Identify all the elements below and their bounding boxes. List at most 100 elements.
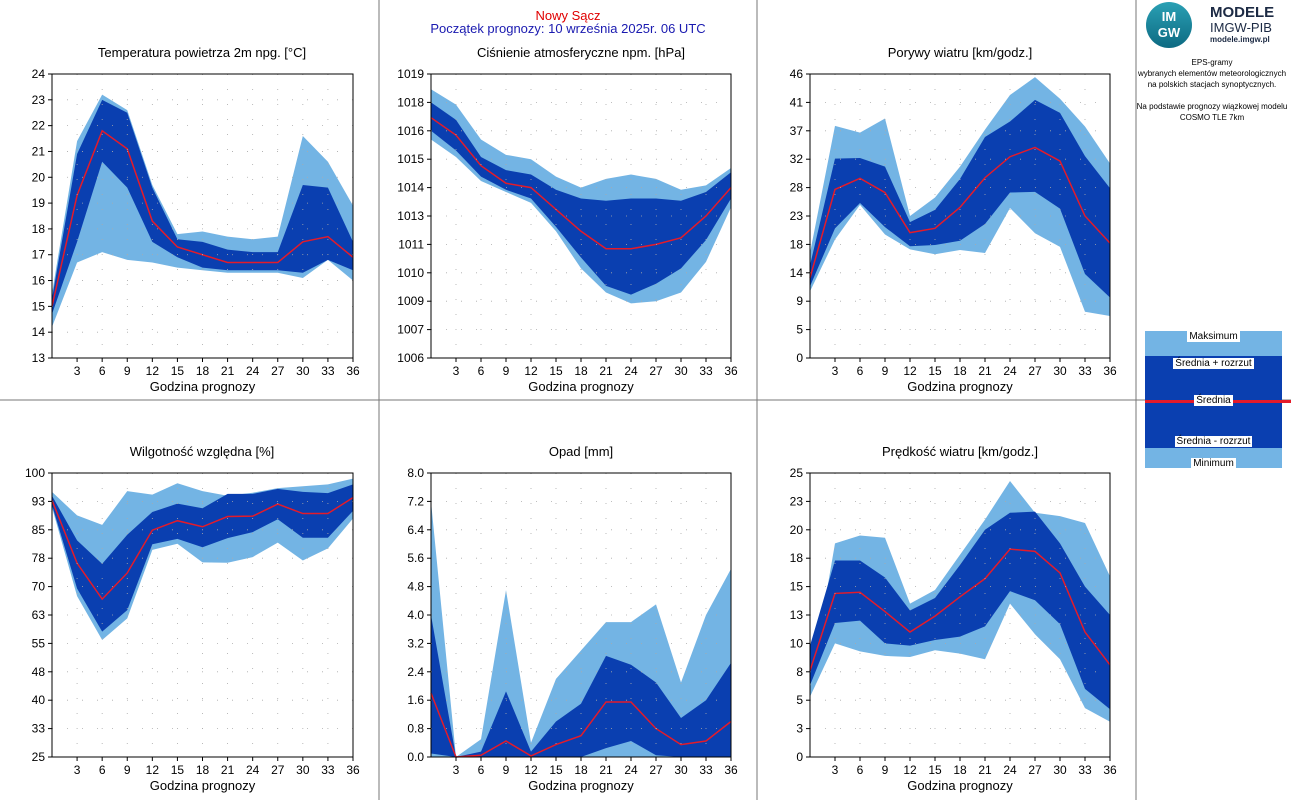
x-tick-label: 24 xyxy=(1003,763,1017,777)
y-tick-label: 3 xyxy=(796,722,803,736)
y-tick-label: 100 xyxy=(25,466,45,480)
legend-label-max: Maksimum xyxy=(1187,331,1240,342)
y-tick-label: 63 xyxy=(32,608,46,622)
y-tick-label: 1010 xyxy=(397,266,424,280)
logo-url[interactable]: modele.imgw.pl xyxy=(1210,35,1270,44)
band-spread xyxy=(810,99,1110,298)
x-tick-label: 24 xyxy=(246,763,260,777)
y-tick-label: 1015 xyxy=(397,152,424,166)
chart-panel: Wilgotność względna [%]25334048556370788… xyxy=(25,444,360,793)
x-tick-label: 33 xyxy=(699,364,713,378)
chart-title: Ciśnienie atmosferyczne npm. [hPa] xyxy=(477,45,685,60)
logo-mark-top: IM xyxy=(1161,9,1177,24)
x-tick-label: 6 xyxy=(478,364,485,378)
y-tick-label: 1013 xyxy=(397,209,424,223)
x-tick-label: 9 xyxy=(882,364,889,378)
x-tick-label: 12 xyxy=(903,763,917,777)
x-tick-label: 27 xyxy=(649,364,663,378)
imgw-logo[interactable]: IM GW MODELE IMGW-PIB modele.imgw.pl xyxy=(1146,2,1288,48)
mean-line xyxy=(809,548,1111,671)
x-tick-label: 9 xyxy=(503,364,510,378)
y-tick-label: 4.8 xyxy=(407,580,424,594)
y-tick-label: 17 xyxy=(32,248,46,262)
x-tick-label: 6 xyxy=(857,763,864,777)
mean-line xyxy=(809,146,1111,278)
x-tick-label: 27 xyxy=(271,364,285,378)
y-tick-label: 15 xyxy=(790,580,804,594)
x-tick-label: 12 xyxy=(524,763,538,777)
x-axis-label: Godzina prognozy xyxy=(150,379,256,394)
y-tick-label: 23 xyxy=(32,93,46,107)
y-tick-label: 1019 xyxy=(397,67,424,81)
y-tick-label: 32 xyxy=(790,152,804,166)
plot-frame xyxy=(51,73,354,359)
y-tick-label: 0 xyxy=(796,351,803,365)
y-tick-label: 24 xyxy=(32,67,46,81)
y-tick-label: 18 xyxy=(790,551,804,565)
y-tick-label: 3.2 xyxy=(407,636,424,650)
x-tick-label: 21 xyxy=(221,763,235,777)
x-tick-label: 27 xyxy=(271,763,285,777)
plot-frame xyxy=(809,472,1111,758)
plot-frame xyxy=(809,73,1111,359)
y-tick-label: 8 xyxy=(796,665,803,679)
x-tick-label: 6 xyxy=(99,364,106,378)
y-tick-label: 1014 xyxy=(397,181,424,195)
x-tick-label: 30 xyxy=(1053,763,1067,777)
band-spread xyxy=(431,102,731,295)
y-tick-label: 23 xyxy=(790,209,804,223)
y-tick-label: 1.6 xyxy=(407,693,424,707)
y-tick-label: 5 xyxy=(796,323,803,337)
x-tick-label: 3 xyxy=(453,763,460,777)
y-tick-label: 21 xyxy=(32,144,46,158)
chart-title: Opad [mm] xyxy=(549,444,613,459)
x-tick-label: 36 xyxy=(1103,364,1117,378)
legend-label-mean-minus: Średnia - rozrzut xyxy=(1174,436,1253,447)
x-tick-label: 15 xyxy=(928,364,942,378)
chart-panel: Prędkość wiatru [km/godz.] 0 3 5 8 10 13 15 18 20… xyxy=(790,444,1117,793)
plot-frame xyxy=(51,472,354,758)
x-tick-label: 6 xyxy=(478,763,485,777)
y-tick-label: 19 xyxy=(32,196,46,210)
y-tick-label: 4.0 xyxy=(407,608,424,622)
y-tick-label: 0.8 xyxy=(407,722,424,736)
x-tick-label: 18 xyxy=(953,364,967,378)
x-tick-label: 3 xyxy=(453,364,460,378)
x-tick-label: 30 xyxy=(296,364,310,378)
x-axis-label: Godzina prognozy xyxy=(150,778,256,793)
y-tick-label: 25 xyxy=(790,466,804,480)
y-tick-label: 2.4 xyxy=(407,665,424,679)
x-tick-label: 3 xyxy=(74,364,81,378)
x-tick-label: 27 xyxy=(1028,364,1042,378)
station-title: Nowy Sącz xyxy=(535,8,601,23)
y-tick-label: 18 xyxy=(790,237,804,251)
chart-panel: Opad [mm] 0.0 0.8 1.6 2.4 3.2 4.0 4.8 5.6 6.4 7.2 8… xyxy=(407,444,738,793)
x-tick-label: 36 xyxy=(724,364,738,378)
band-spread xyxy=(810,511,1110,710)
y-tick-label: 7.2 xyxy=(407,494,424,508)
x-tick-label: 15 xyxy=(171,763,185,777)
legend-label-mean-plus: Średnia + rozrzut xyxy=(1173,358,1254,369)
mean-line xyxy=(51,496,354,601)
y-tick-label: 13 xyxy=(790,608,804,622)
x-tick-label: 33 xyxy=(699,763,713,777)
x-tick-label: 9 xyxy=(503,763,510,777)
x-tick-label: 18 xyxy=(574,364,588,378)
x-tick-label: 33 xyxy=(321,763,335,777)
y-tick-label: 6.4 xyxy=(407,523,424,537)
y-tick-label: 48 xyxy=(32,665,46,679)
band-spread xyxy=(52,99,353,315)
y-tick-label: 78 xyxy=(32,551,46,565)
legend: Maksimum Średnia + rozrzut Średnia Średn… xyxy=(1145,331,1291,469)
x-axis-label: Godzina prognozy xyxy=(907,778,1013,793)
imgw-logo-mark: IM GW xyxy=(1146,2,1192,48)
x-tick-label: 36 xyxy=(1103,763,1117,777)
info-line: wybranych elementów meteorologicznych xyxy=(1137,69,1287,78)
x-tick-label: 30 xyxy=(1053,364,1067,378)
y-tick-label: 23 xyxy=(790,494,804,508)
y-tick-label: 28 xyxy=(790,181,804,195)
x-tick-label: 12 xyxy=(146,364,160,378)
info-line: COSMO TLE 7km xyxy=(1179,113,1245,122)
y-tick-label: 5.6 xyxy=(407,551,424,565)
